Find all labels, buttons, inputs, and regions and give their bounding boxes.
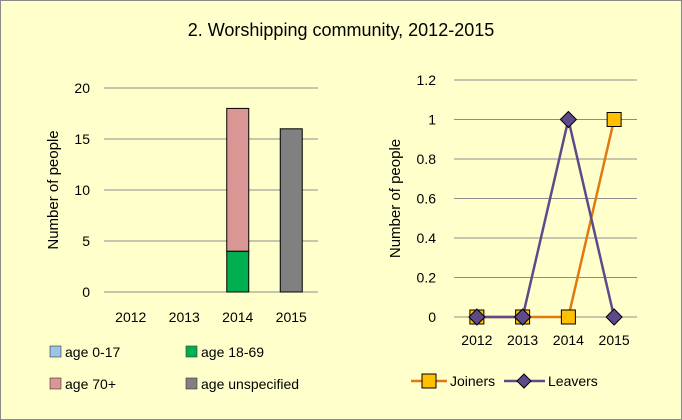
line-x-tick-label: 2012 — [461, 332, 492, 348]
legend-label: age 70+ — [65, 376, 116, 392]
bar-y-tick-label: 15 — [74, 131, 90, 147]
line-y-tick-label: 0.6 — [417, 191, 437, 207]
joiners-marker — [560, 309, 576, 325]
joiners-marker — [606, 112, 622, 127]
leavers-marker — [559, 110, 578, 129]
legend-label: age unspecified — [201, 376, 299, 392]
line-y-tick-label: 1 — [428, 112, 436, 128]
legend-marker-joiners — [421, 373, 437, 389]
legend-label: Joiners — [450, 373, 495, 389]
legend-marker-leavers — [516, 373, 532, 389]
line-x-tick-label: 2015 — [599, 332, 630, 348]
line-y-tick-label: 0.2 — [417, 270, 437, 286]
legend-swatch — [49, 345, 62, 358]
line-x-tick-label: 2014 — [553, 332, 584, 348]
legend-swatch — [185, 377, 198, 390]
line-y-tick-label: 1.2 — [417, 72, 437, 88]
bar-y-tick-label: 5 — [82, 233, 90, 249]
line-y-tick-label: 0.8 — [417, 151, 437, 167]
line-y-tick-label: 0 — [428, 309, 436, 325]
bar-x-tick-label: 2013 — [169, 309, 200, 325]
bar-y-tick-label: 0 — [82, 284, 90, 300]
legend-label: age 0-17 — [65, 344, 120, 360]
legend-swatch — [185, 345, 198, 358]
leavers-line — [476, 119, 616, 319]
bar-segment — [279, 128, 303, 293]
bar-y-tick-label: 10 — [74, 182, 90, 198]
line-x-tick-label: 2013 — [507, 332, 538, 348]
legend-label: age 18-69 — [201, 344, 264, 360]
legend-label: Leavers — [548, 373, 598, 389]
leavers-marker — [605, 308, 623, 326]
leavers-marker — [468, 308, 486, 326]
bar-segment — [226, 107, 250, 252]
bar-x-tick-label: 2012 — [115, 309, 146, 325]
line-y-tick-label: 0.4 — [417, 230, 437, 246]
bar-x-tick-label: 2015 — [276, 309, 307, 325]
line-y-axis-label: Number of people — [387, 139, 404, 258]
chart-title: 2. Worshipping community, 2012-2015 — [187, 20, 495, 40]
bar-x-tick-label: 2014 — [222, 309, 253, 325]
legend-swatch — [49, 377, 62, 390]
bar-segment — [226, 250, 250, 293]
bar-y-tick-label: 20 — [74, 80, 90, 96]
bar-y-axis-label: Number of people — [45, 130, 62, 249]
leavers-marker — [513, 308, 532, 326]
